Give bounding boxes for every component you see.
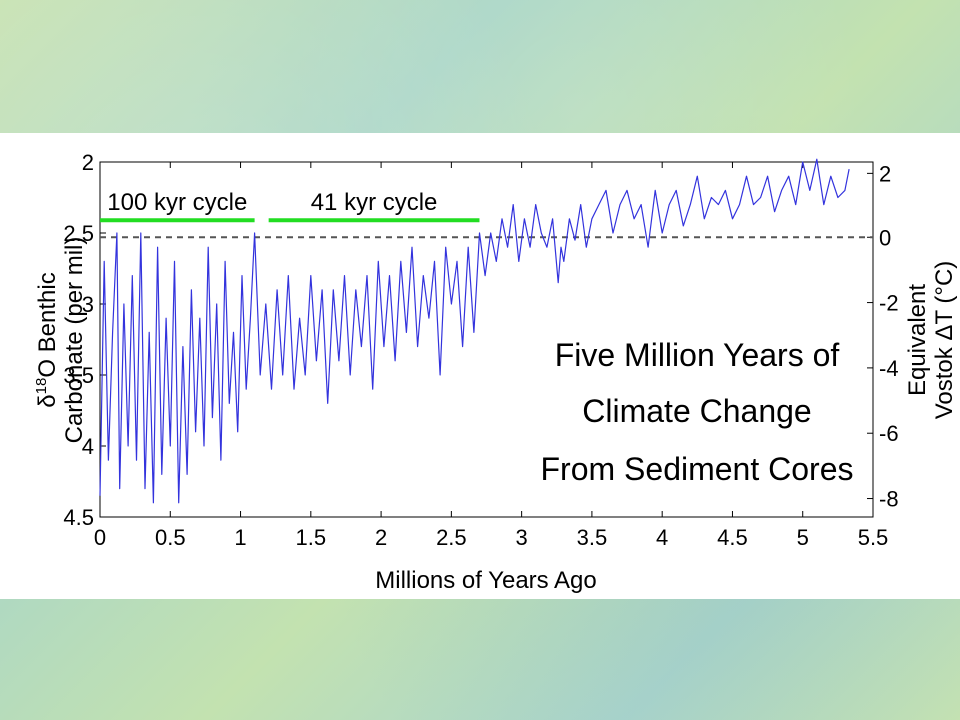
y-tick-label: 3.5 <box>63 363 94 388</box>
x-tick-label: 5 <box>797 525 809 550</box>
y-axis-label-line2: Carbonate (per mil) <box>61 237 88 444</box>
y2-tick-label: -2 <box>879 291 899 316</box>
y2-tick-label: -6 <box>879 421 899 446</box>
y2-axis-label-line2: Vostok ΔT (°C) <box>931 261 958 420</box>
cycle-label: 41 kyr cycle <box>311 189 438 216</box>
x-tick-label: 1.5 <box>296 525 327 550</box>
tick-marks <box>99 161 874 518</box>
y2-tick-labels: 2 0 -2 -4 -6 -8 <box>879 161 899 511</box>
y-tick-labels: 2 2.5 3 3.5 4 4.5 <box>63 150 94 530</box>
x-tick-label: 2.5 <box>436 525 467 550</box>
chart-title: Five Million Years of Climate Change Fro… <box>541 337 854 487</box>
y-tick-label: 4 <box>82 434 94 459</box>
series-line <box>99 158 850 504</box>
chart-title-line1: Five Million Years of <box>555 337 840 373</box>
y-axis-label: δ18O Benthic Carbonate (per mil) <box>33 237 88 444</box>
cycle-annotations: 100 kyr cycle 41 kyr cycle <box>100 189 480 223</box>
x-tick-label: 5.5 <box>858 525 889 550</box>
x-tick-label: 4.5 <box>717 525 748 550</box>
y2-axis-label-line1: Equivalent <box>904 284 931 396</box>
y-axis-label-line1: δ18O Benthic <box>33 272 61 407</box>
x-tick-label: 3.5 <box>577 525 608 550</box>
chart-title-line3: From Sediment Cores <box>541 451 854 487</box>
x-tick-label: 2 <box>375 525 387 550</box>
x-tick-label: 4 <box>656 525 668 550</box>
x-tick-label: 0 <box>94 525 106 550</box>
y-tick-label: 2.5 <box>63 221 94 246</box>
y2-tick-label: 0 <box>879 225 891 250</box>
y2-tick-label: -4 <box>879 356 899 381</box>
x-tick-label: 3 <box>516 525 528 550</box>
y-tick-label: 3 <box>82 292 94 317</box>
y2-tick-label: -8 <box>879 487 899 512</box>
y2-tick-label: 2 <box>879 161 891 186</box>
x-tick-label: 1 <box>234 525 246 550</box>
x-tick-label: 0.5 <box>155 525 186 550</box>
y-tick-label: 2 <box>82 150 94 175</box>
x-axis-label: Millions of Years Ago <box>375 567 596 594</box>
x-tick-labels: 0 0.5 1 1.5 2 2.5 3 3.5 4 4.5 5 5.5 <box>94 525 888 550</box>
cycle-label: 100 kyr cycle <box>107 189 247 216</box>
y2-axis-label: Equivalent Vostok ΔT (°C) <box>904 261 958 420</box>
y-tick-label: 4.5 <box>63 505 94 530</box>
series-group <box>99 158 850 504</box>
chart-title-line2: Climate Change <box>582 393 811 429</box>
